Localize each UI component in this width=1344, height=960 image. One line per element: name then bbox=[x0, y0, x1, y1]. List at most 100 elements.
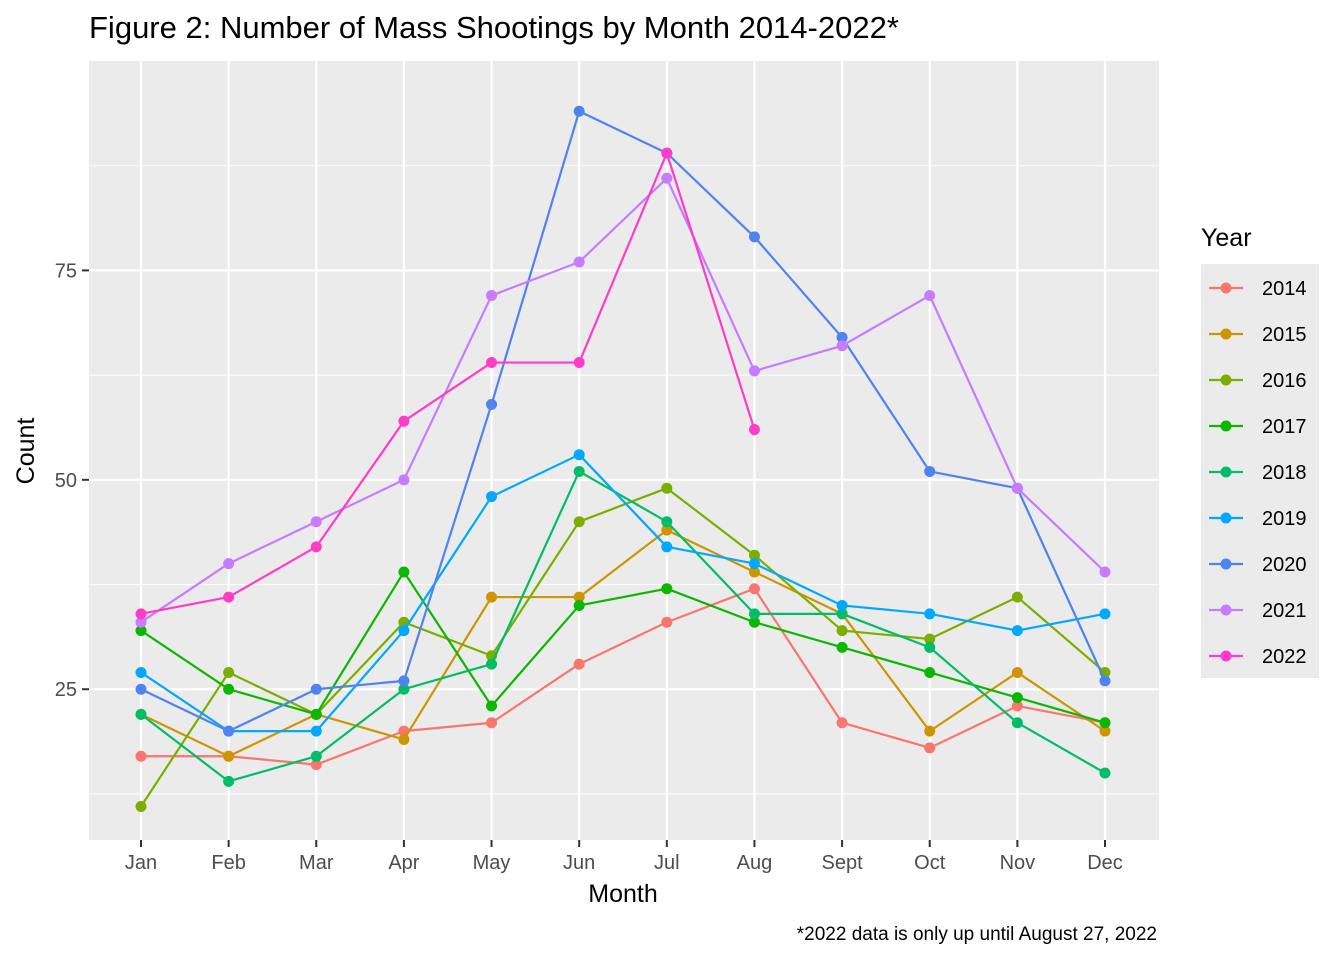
legend-label: 2018 bbox=[1262, 462, 1307, 484]
legend-key-point bbox=[1220, 558, 1232, 570]
data-point-2020 bbox=[836, 331, 848, 343]
data-point-2021 bbox=[661, 172, 673, 184]
data-point-2017 bbox=[748, 616, 760, 628]
data-point-2018 bbox=[486, 658, 498, 670]
data-point-2016 bbox=[135, 800, 147, 812]
legend-key-point bbox=[1220, 282, 1232, 294]
data-point-2021 bbox=[135, 616, 147, 628]
legend-item-2019: 2019 bbox=[1209, 508, 1307, 530]
data-point-2016 bbox=[924, 633, 936, 645]
y-tick-label: 25 bbox=[55, 679, 77, 701]
data-point-2019 bbox=[486, 491, 498, 503]
series-line-2021 bbox=[140, 177, 1106, 624]
data-point-2018 bbox=[398, 683, 410, 695]
x-tick-label: Oct bbox=[914, 852, 946, 874]
legend: Year 2014 2015 2016 2017 2018 2019 2020 2021 202… bbox=[1201, 224, 1319, 678]
legend-key-point bbox=[1220, 328, 1232, 340]
x-tick-label: Aug bbox=[737, 852, 773, 874]
legend-item-2014: 2014 bbox=[1209, 278, 1307, 300]
data-point-2020 bbox=[486, 398, 498, 410]
legend-label: 2016 bbox=[1262, 370, 1307, 392]
data-point-2020 bbox=[310, 683, 322, 695]
data-point-2021 bbox=[836, 340, 848, 352]
y-tick-label: 50 bbox=[55, 470, 77, 492]
data-point-2017 bbox=[924, 666, 936, 678]
data-point-2016 bbox=[748, 549, 760, 561]
data-point-2015 bbox=[1011, 666, 1023, 678]
data-point-2014 bbox=[310, 759, 322, 771]
data-point-2020 bbox=[223, 725, 235, 737]
data-point-2016 bbox=[573, 516, 585, 528]
data-point-2021 bbox=[223, 558, 235, 570]
data-point-2016 bbox=[836, 625, 848, 637]
legend-key-point bbox=[1220, 512, 1232, 524]
legend-label: 2022 bbox=[1262, 646, 1307, 668]
data-point-2017 bbox=[1011, 692, 1023, 704]
data-point-2018 bbox=[748, 608, 760, 620]
data-point-2021 bbox=[310, 516, 322, 528]
legend-label: 2017 bbox=[1262, 416, 1307, 438]
data-point-2017 bbox=[135, 625, 147, 637]
data-point-2015 bbox=[748, 566, 760, 578]
data-point-2018 bbox=[135, 708, 147, 720]
data-point-2014 bbox=[924, 742, 936, 754]
data-point-2018 bbox=[1011, 717, 1023, 729]
legend-item-2017: 2017 bbox=[1209, 416, 1307, 438]
data-point-2015 bbox=[924, 725, 936, 737]
data-point-2019 bbox=[1099, 608, 1111, 620]
legend-label: 2015 bbox=[1262, 324, 1307, 346]
data-point-2022 bbox=[310, 541, 322, 553]
data-point-2021 bbox=[398, 474, 410, 486]
data-point-2015 bbox=[661, 524, 673, 536]
data-point-2020 bbox=[924, 465, 936, 477]
data-point-2016 bbox=[661, 482, 673, 494]
series-line-2020 bbox=[140, 110, 1107, 733]
data-point-2022 bbox=[135, 608, 147, 620]
legend-item-2021: 2021 bbox=[1209, 600, 1307, 622]
x-tick-label: Jun bbox=[563, 852, 595, 874]
legend-key-point bbox=[1220, 466, 1232, 478]
x-tick-label: Apr bbox=[388, 852, 419, 874]
data-point-2021 bbox=[573, 256, 585, 268]
minor-gridlines bbox=[89, 165, 1159, 795]
series-line-2017 bbox=[140, 570, 1106, 724]
data-point-2014 bbox=[748, 583, 760, 595]
data-point-2019 bbox=[924, 608, 936, 620]
y-tick-label: 75 bbox=[55, 260, 77, 282]
series-line-2016 bbox=[140, 487, 1106, 808]
series-line-2022 bbox=[140, 152, 756, 615]
data-point-2017 bbox=[398, 566, 410, 578]
data-point-2016 bbox=[1011, 591, 1023, 603]
series-line-2015 bbox=[140, 528, 1106, 758]
chart-title: Figure 2: Number of Mass Shootings by Mo… bbox=[89, 10, 899, 45]
data-point-2017 bbox=[310, 708, 322, 720]
data-point-2019 bbox=[573, 449, 585, 461]
x-tick-label: Mar bbox=[299, 852, 334, 874]
data-point-2017 bbox=[573, 599, 585, 611]
data-point-2022 bbox=[748, 424, 760, 436]
axes: 25 50 75 Jan Feb Mar Apr May Jun Jul Aug Sept Oct Nov… bbox=[55, 260, 1123, 874]
legend-label: 2020 bbox=[1262, 554, 1307, 576]
series-layer bbox=[135, 105, 1111, 812]
x-tick-label: Sept bbox=[822, 852, 864, 874]
legend-item-2016: 2016 bbox=[1209, 370, 1307, 392]
data-point-2022 bbox=[661, 147, 673, 159]
data-point-2020 bbox=[748, 231, 760, 243]
data-point-2018 bbox=[310, 750, 322, 762]
data-point-2014 bbox=[573, 658, 585, 670]
legend-key-point bbox=[1220, 650, 1232, 662]
series-line-2018 bbox=[140, 470, 1106, 783]
x-tick-label: Jul bbox=[654, 852, 680, 874]
data-point-2021 bbox=[1011, 482, 1023, 494]
data-point-2017 bbox=[661, 583, 673, 595]
plot-panel bbox=[89, 61, 1159, 840]
legend-key-point bbox=[1220, 374, 1232, 386]
data-point-2022 bbox=[486, 357, 498, 369]
data-point-2014 bbox=[486, 717, 498, 729]
x-tick-label: Feb bbox=[211, 852, 245, 874]
data-point-2021 bbox=[1099, 566, 1111, 578]
data-point-2015 bbox=[398, 733, 410, 745]
data-point-2021 bbox=[748, 365, 760, 377]
data-point-2019 bbox=[310, 725, 322, 737]
